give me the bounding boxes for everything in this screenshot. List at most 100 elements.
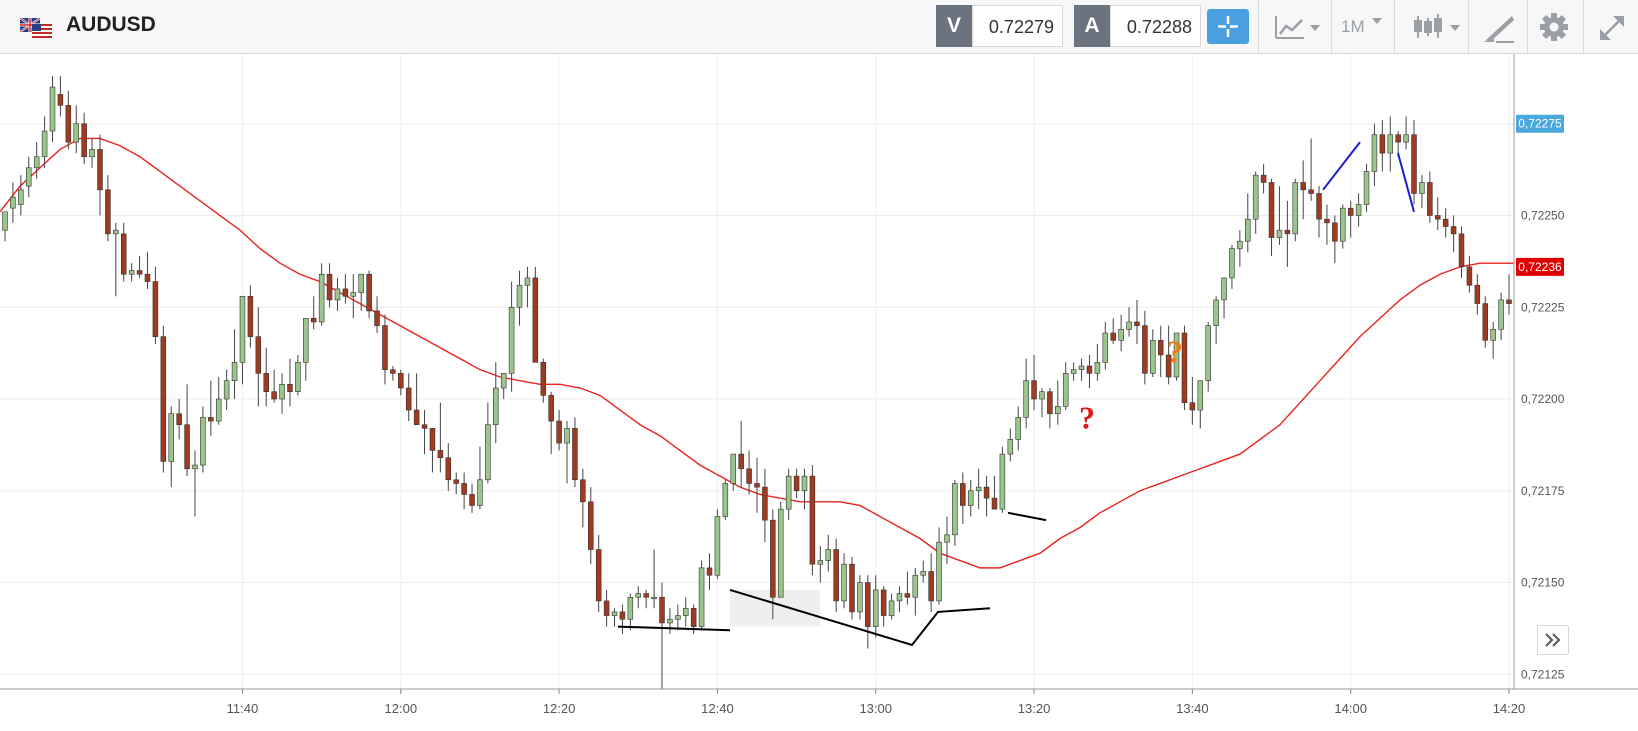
y-tick-label: 0,72175 xyxy=(1521,484,1565,498)
drawing-tools-button[interactable] xyxy=(1480,6,1520,48)
expand-icon xyxy=(1600,16,1624,40)
candle xyxy=(1498,292,1504,341)
candle xyxy=(904,571,911,605)
candle xyxy=(1458,226,1465,278)
candle-body xyxy=(920,571,926,576)
candle xyxy=(382,314,388,385)
candle xyxy=(1229,244,1235,289)
bid-box[interactable]: 0.72279 xyxy=(972,5,1063,47)
candle xyxy=(643,589,649,609)
x-tick-label: 12:20 xyxy=(543,701,576,716)
candle-body xyxy=(73,123,79,143)
candle-body xyxy=(975,486,982,492)
bid-label[interactable]: V xyxy=(936,5,972,47)
candle xyxy=(287,358,293,407)
candle-body xyxy=(239,295,246,363)
candle-body xyxy=(33,156,40,169)
candle-body xyxy=(1197,380,1204,411)
candle xyxy=(1308,138,1314,201)
candle xyxy=(580,468,586,528)
settings-button[interactable] xyxy=(1537,6,1571,48)
x-tick-label: 12:40 xyxy=(701,701,734,716)
candle-body xyxy=(1150,340,1156,374)
candle xyxy=(1213,296,1219,344)
chevron-down-icon xyxy=(1372,18,1382,24)
candle-body xyxy=(1276,229,1283,238)
crosshair-button[interactable] xyxy=(1207,9,1249,44)
chart-type-button[interactable] xyxy=(1270,6,1326,48)
candle xyxy=(825,534,831,572)
candle xyxy=(1490,321,1496,359)
ask-box[interactable]: 0.72288 xyxy=(1110,5,1201,47)
candle xyxy=(548,391,554,455)
candle xyxy=(73,105,79,154)
candle xyxy=(524,266,531,308)
candle xyxy=(10,182,16,223)
candle-body xyxy=(374,310,380,326)
candle xyxy=(271,369,277,403)
candle-body xyxy=(2,211,8,231)
candle xyxy=(975,468,982,510)
ask-value: 0.72288 xyxy=(1126,17,1192,37)
toolbar: AUDUSD V 0.72279 A 0.72288 1M xyxy=(0,0,1638,54)
candle-style-button[interactable] xyxy=(1408,6,1472,48)
gear-icon xyxy=(1540,13,1568,41)
candle xyxy=(1007,428,1014,462)
candle xyxy=(619,604,626,634)
timeframe-selector[interactable]: 1M xyxy=(1341,17,1365,36)
candle-body xyxy=(1300,182,1306,191)
candle xyxy=(1134,299,1140,344)
candle xyxy=(1197,380,1204,429)
candle-body xyxy=(532,277,539,363)
candle-body xyxy=(1237,240,1243,249)
candles-icon xyxy=(1414,14,1442,38)
candle-body xyxy=(999,453,1006,510)
candle xyxy=(57,76,64,117)
ask-label[interactable]: A xyxy=(1074,5,1110,47)
price-tag-box xyxy=(1516,114,1564,133)
candle-body xyxy=(1498,299,1504,330)
candle xyxy=(1276,186,1283,245)
candle xyxy=(1316,186,1322,238)
candle xyxy=(1466,255,1473,293)
candle xyxy=(572,417,578,488)
candle-body xyxy=(643,593,649,598)
candle-body xyxy=(1284,229,1291,235)
price-tag-box xyxy=(1516,257,1564,276)
candle-body xyxy=(1363,171,1370,205)
scroll-to-latest-button[interactable] xyxy=(1537,625,1569,655)
candle-body xyxy=(1015,417,1021,440)
candle xyxy=(429,428,436,473)
candle-body xyxy=(793,475,800,492)
price-chart[interactable]: ?? 0,722750,722500,722250,722000,721750,… xyxy=(0,54,1638,731)
candle xyxy=(469,483,475,513)
candle-body xyxy=(619,611,626,620)
candle xyxy=(1110,318,1116,344)
candle xyxy=(841,553,847,609)
candle xyxy=(326,263,333,308)
candle xyxy=(1506,274,1512,315)
candle xyxy=(1442,208,1449,238)
candle xyxy=(936,527,942,605)
expand-button[interactable] xyxy=(1592,6,1632,48)
candle-body xyxy=(1387,134,1394,154)
candle xyxy=(888,593,895,620)
candle xyxy=(595,534,602,612)
candle xyxy=(1015,406,1021,451)
candle-body xyxy=(1292,182,1299,235)
candle-body xyxy=(865,582,871,627)
candle xyxy=(215,377,222,425)
time-axis: 11:40 12:00 12:20 12:40 13:00 13:20 13:40 14:00… xyxy=(227,689,1525,716)
candle xyxy=(1189,377,1196,425)
candle-body xyxy=(912,574,919,598)
candle xyxy=(532,266,539,363)
candle xyxy=(872,575,879,638)
candle-body xyxy=(667,618,673,624)
candle-body xyxy=(1490,328,1496,341)
candle xyxy=(89,138,95,168)
candle-body xyxy=(105,189,111,235)
candle xyxy=(1260,164,1267,194)
candle-body xyxy=(1165,354,1172,378)
price-axis: 0,72275 0,72250 0,72225 0,72200 0,72175 0,721… xyxy=(1521,117,1565,682)
candle-body xyxy=(500,373,507,389)
